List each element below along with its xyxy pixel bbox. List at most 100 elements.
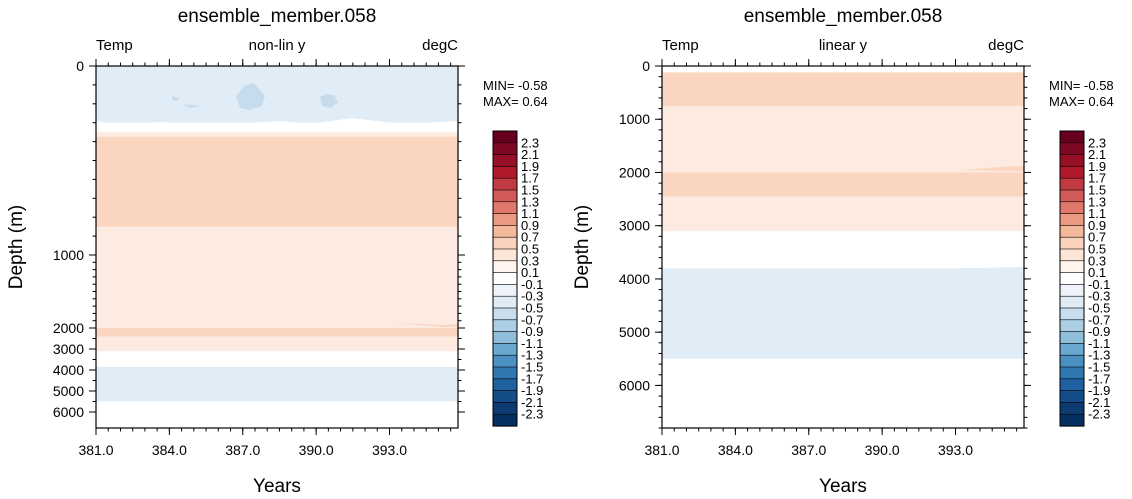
min-label: MIN= -0.58 <box>1049 78 1114 93</box>
contour-band <box>662 172 1024 197</box>
contour-band <box>662 105 1024 173</box>
chart-title: ensemble_member.058 <box>744 6 943 27</box>
right-panel: 381.0 384.0 387.0 390.0 393.0 0 1000 2000 3000 40… <box>572 6 1114 497</box>
y-tick-label: 4000 <box>619 271 650 287</box>
x-tick-label: 393.0 <box>938 442 973 458</box>
colorbar-box <box>492 260 518 274</box>
contour-band <box>96 366 458 402</box>
colorbar-label: 1.5 <box>521 183 539 198</box>
colorbar-label: 0.1 <box>521 265 539 280</box>
colorbar-box <box>1059 331 1085 345</box>
colorbar-box <box>492 307 518 321</box>
colorbar-label: -0.9 <box>1088 324 1110 339</box>
colorbar-label: 1.7 <box>1088 171 1106 186</box>
y-tick-label: 0 <box>642 58 650 74</box>
y-tick-label: 3000 <box>619 218 650 234</box>
contour-band <box>662 358 1024 428</box>
colorbar-label: 1.7 <box>521 171 539 186</box>
colorbar-label: 0.5 <box>521 242 539 257</box>
colorbar-label: -1.7 <box>521 371 543 386</box>
x-axis: 381.0 384.0 387.0 390.0 393.0 <box>78 59 452 458</box>
y-axis: 0 1000 2000 3000 4000 5000 6000 <box>53 58 465 420</box>
colorbar-label: -1.1 <box>1088 336 1110 351</box>
colorbar-box <box>492 213 518 227</box>
contour-band <box>96 132 458 138</box>
colorbar-label: -1.1 <box>521 336 543 351</box>
contour-band <box>96 401 458 428</box>
x-axis-label: Years <box>253 476 301 497</box>
right-string: degC <box>988 37 1024 54</box>
contour-band <box>662 196 1024 232</box>
colorbar-label: 1.3 <box>1088 194 1106 209</box>
colorbar-frame <box>492 130 518 427</box>
contour-band <box>183 104 202 108</box>
colorbar-label: -1.3 <box>521 348 543 363</box>
x-axis: 381.0 384.0 387.0 390.0 393.0 <box>644 59 1018 458</box>
colorbar-box <box>1059 213 1085 227</box>
colorbar-label: 2.1 <box>1088 147 1106 162</box>
contour-band <box>662 66 1024 73</box>
colorbar-box <box>1059 413 1085 427</box>
x-tick-label: 384.0 <box>152 442 187 458</box>
left-panel: 381.0 384.0 387.0 390.0 393.0 0 1000 2000 3000 40… <box>6 6 548 497</box>
colorbar-box <box>492 343 518 356</box>
colorbar-box <box>1059 284 1085 297</box>
colorbar-box <box>492 354 518 368</box>
colorbar-box <box>492 366 518 380</box>
colorbar-label: -2.1 <box>1088 395 1110 410</box>
contour-band <box>96 328 458 337</box>
colorbar-label: -2.1 <box>521 395 543 410</box>
colorbar-label: -0.5 <box>1088 301 1110 316</box>
colorbar-box <box>1059 130 1085 144</box>
x-tick-label: 381.0 <box>78 442 113 458</box>
colorbar-box <box>1059 343 1085 356</box>
colorbar-box <box>1059 378 1085 392</box>
colorbar-box <box>1059 354 1085 368</box>
left-string: Temp <box>96 37 133 54</box>
chart-title: ensemble_member.058 <box>178 6 377 27</box>
colorbar-box <box>1059 142 1085 156</box>
x-axis-label: Years <box>819 476 867 497</box>
colorbar-box <box>492 319 518 333</box>
colorbar-box <box>492 154 518 168</box>
x-tick-label: 381.0 <box>644 442 679 458</box>
colorbar-box <box>1059 260 1085 274</box>
colorbar-label: -0.5 <box>521 301 543 316</box>
colorbar-label: -1.3 <box>1088 348 1110 363</box>
x-tick-label: 390.0 <box>299 442 334 458</box>
y-tick-label: 5000 <box>619 324 650 340</box>
x-tick-label: 390.0 <box>865 442 900 458</box>
colorbar-label: -0.7 <box>521 312 543 327</box>
colorbar-label: 0.7 <box>1088 230 1106 245</box>
colorbar-box <box>492 236 518 250</box>
contour-band <box>962 166 1024 171</box>
contour-band <box>236 83 265 110</box>
y-tick-label: 6000 <box>53 404 84 420</box>
y-axis-label: Depth (m) <box>572 205 593 289</box>
y-tick-label: 1000 <box>53 247 84 263</box>
min-label: MIN= -0.58 <box>483 78 548 93</box>
contour-band <box>172 96 180 101</box>
colorbar-label: 0.3 <box>1088 253 1106 268</box>
colorbar-label: 2.3 <box>521 135 539 150</box>
colorbar-box <box>492 166 518 179</box>
colorbar-box <box>492 295 518 309</box>
colorbar-box <box>492 413 518 427</box>
colorbar-box <box>1059 402 1085 415</box>
x-tick-label: 393.0 <box>372 442 407 458</box>
colorbar: 2.32.11.91.71.51.31.10.90.70.50.30.1-0.1… <box>492 130 543 427</box>
colorbar-box <box>492 272 518 286</box>
colorbar-box <box>1059 166 1085 179</box>
contour-band <box>395 323 458 327</box>
colorbar-box <box>492 331 518 345</box>
y-tick-label: 0 <box>76 58 84 74</box>
colorbar-label: 0.7 <box>521 230 539 245</box>
colorbar-box <box>1059 225 1085 238</box>
y-tick-label: 4000 <box>53 362 84 378</box>
colorbar-box <box>1059 154 1085 168</box>
y-tick-label: 5000 <box>53 383 84 399</box>
contour-fill <box>662 66 1024 428</box>
colorbar-label: -1.5 <box>521 360 543 375</box>
colorbar: 2.32.11.91.71.51.31.10.90.70.50.30.1-0.1… <box>1059 130 1110 427</box>
colorbar-label: -1.5 <box>1088 360 1110 375</box>
